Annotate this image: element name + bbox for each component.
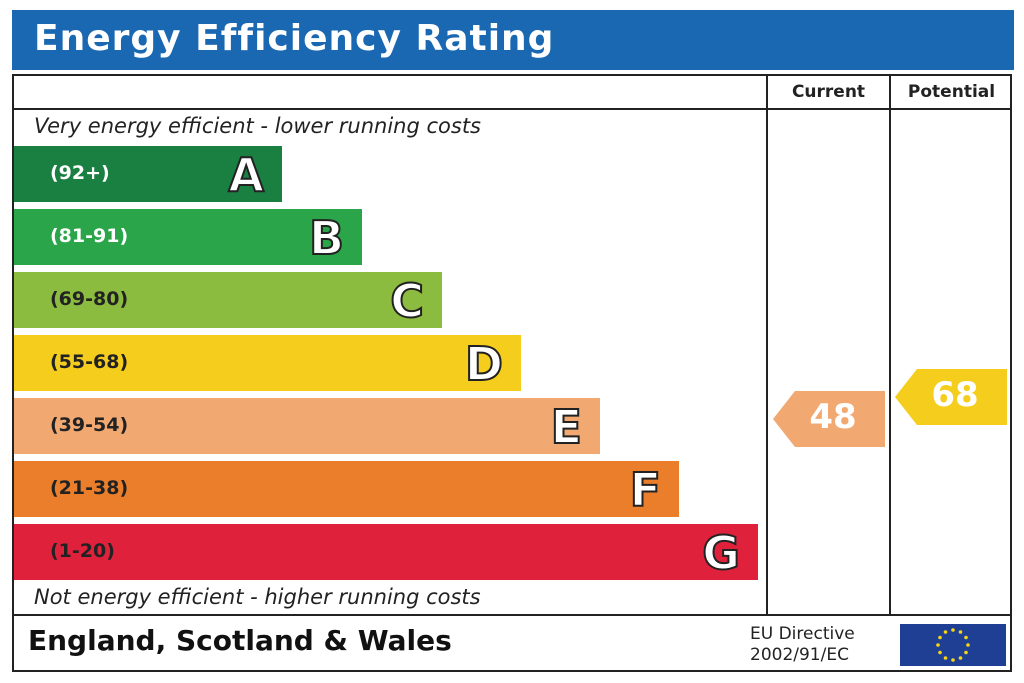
current-marker-value: 48 <box>809 397 857 437</box>
band-a-letter: A <box>227 147 265 203</box>
band-c-letter: C <box>389 273 425 329</box>
band-e: (39-54) E <box>14 398 600 455</box>
footer-divider <box>12 614 1012 616</box>
band-e-range: (39-54) <box>50 414 129 436</box>
band-c: (69-80) C <box>14 272 442 329</box>
top-caption: Very energy efficient - lower running co… <box>34 114 481 138</box>
current-marker-arrow <box>773 391 885 447</box>
potential-marker-arrow <box>895 369 1007 425</box>
potential-rating-marker: 68 <box>895 369 1007 425</box>
eu-star <box>951 628 955 632</box>
band-b: (81-91) B <box>14 209 362 266</box>
band-d-letter: D <box>464 336 504 392</box>
header-bar: Energy Efficiency Rating <box>12 10 1014 70</box>
band-d: (55-68) D <box>14 335 521 392</box>
band-g-range: (1-20) <box>50 540 115 562</box>
eu-star <box>951 658 955 662</box>
bottom-caption: Not energy efficient - higher running co… <box>34 585 481 609</box>
band-b-letter: B <box>308 210 345 266</box>
eu-star <box>958 656 963 660</box>
current-column-divider <box>766 76 768 616</box>
eu-star <box>964 650 968 655</box>
eu-directive-line1: EU Directive <box>750 624 855 644</box>
region-label: England, Scotland & Wales <box>28 624 452 657</box>
potential-column-divider <box>889 76 891 616</box>
header-divider <box>12 108 1012 110</box>
page-title: Energy Efficiency Rating <box>34 18 555 59</box>
eu-flag-icon <box>900 624 1006 666</box>
current-column-header: Current <box>791 82 866 102</box>
eu-directive-label: EU Directive 2002/91/EC <box>750 624 855 666</box>
eu-star <box>958 630 963 634</box>
band-f: (21-38) F <box>14 461 679 518</box>
eu-star <box>938 650 942 655</box>
potential-marker-value: 68 <box>931 375 979 415</box>
band-f-letter: F <box>629 462 662 518</box>
eu-star <box>938 635 942 640</box>
eu-star <box>943 630 948 634</box>
band-e-letter: E <box>550 399 583 455</box>
band-c-range: (69-80) <box>50 288 129 310</box>
band-b-range: (81-91) <box>50 225 129 247</box>
band-g-letter: G <box>701 525 741 581</box>
eu-star <box>936 643 940 647</box>
current-rating-marker: 48 <box>773 391 885 447</box>
eu-star <box>966 643 970 647</box>
band-a: (92+) A <box>14 146 282 203</box>
eu-star <box>943 656 948 660</box>
potential-column-header: Potential <box>907 82 996 102</box>
band-f-range: (21-38) <box>50 477 129 499</box>
rating-frame <box>12 74 1012 672</box>
band-d-range: (55-68) <box>50 351 129 373</box>
eu-star <box>964 635 968 640</box>
band-g: (1-20) G <box>14 524 758 581</box>
eu-directive-line2: 2002/91/EC <box>750 645 849 665</box>
band-a-range: (92+) <box>50 162 110 184</box>
